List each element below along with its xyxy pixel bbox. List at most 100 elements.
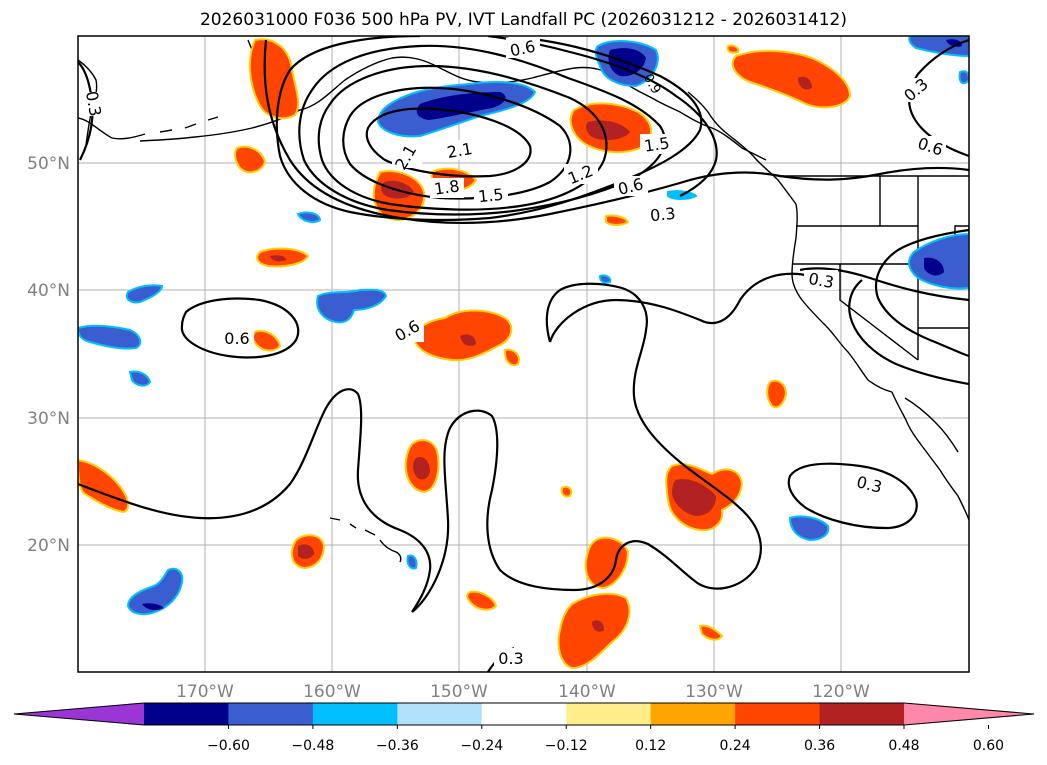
shade-red-1 bbox=[248, 38, 300, 120]
colorbar-tick-label: 0.60 bbox=[973, 738, 1004, 754]
contour-label-holder: 0.3 bbox=[82, 90, 105, 118]
core-red-1 bbox=[586, 120, 630, 140]
core-red-4 bbox=[298, 544, 314, 559]
shade-red-10 bbox=[503, 348, 520, 367]
contour-label-holder: 0.6 bbox=[506, 37, 540, 61]
contour-0.6-arc bbox=[487, 36, 718, 197]
contour-label-holder: 0.6 bbox=[391, 316, 424, 345]
contour-label: 0.3 bbox=[82, 90, 105, 118]
baja-california bbox=[891, 391, 969, 521]
state-nv-ca bbox=[839, 264, 919, 361]
contour-label-holder: 0.6 bbox=[614, 174, 648, 199]
contour-0.3-ca bbox=[799, 267, 969, 302]
core-navy-5 bbox=[142, 603, 164, 611]
figure-title: 2026031000 F036 500 hPa PV, IVT Landfall… bbox=[199, 10, 847, 30]
shade-red-8 bbox=[252, 330, 282, 352]
shade-blue-14 bbox=[406, 554, 418, 570]
colorbar-segment bbox=[566, 703, 652, 725]
colorbar-tick-label: −0.60 bbox=[207, 738, 250, 754]
contour-label-holder: 0.3 bbox=[804, 269, 838, 292]
shade-red-11 bbox=[605, 214, 630, 226]
contour-label: 0.6 bbox=[508, 37, 537, 61]
lat-label-20n: 20°N bbox=[27, 536, 70, 556]
colorbar-tick-label: 0.24 bbox=[720, 738, 751, 754]
core-red-7 bbox=[798, 76, 812, 90]
contour-label: 2.1 bbox=[446, 139, 474, 162]
shade-blue-7 bbox=[125, 284, 164, 304]
colorbar-segment bbox=[144, 703, 229, 725]
contour-label-holder: 2.1 bbox=[442, 139, 476, 162]
lat-axis: 50°N 40°N 30°N 20°N bbox=[27, 154, 70, 556]
lon-axis: 170°W 160°W 150°W 140°W 130°W 120°W bbox=[176, 682, 870, 702]
lon-label-140w: 140°W bbox=[558, 682, 616, 702]
contour-0.3-east bbox=[874, 228, 969, 358]
lon-label-120w: 120°W bbox=[812, 682, 870, 702]
contour-label-holder: 0.3 bbox=[900, 74, 932, 105]
colorbar-tick-label: 0.36 bbox=[804, 738, 835, 754]
contour-label-holder: 0.3 bbox=[852, 472, 886, 497]
contour-label-holder: 1.2 bbox=[564, 161, 598, 188]
shade-blue-4 bbox=[958, 70, 969, 85]
contour-label-holder: 1.8 bbox=[430, 176, 464, 199]
map-frame bbox=[77, 35, 970, 673]
shade-red-22 bbox=[726, 44, 740, 54]
shade-blue-6 bbox=[316, 288, 388, 324]
colorbar-segment bbox=[481, 703, 567, 725]
bc-coast bbox=[687, 91, 797, 205]
positive-anomaly-regions bbox=[78, 38, 852, 670]
contour-label-holder: 0.3 bbox=[494, 648, 528, 668]
contour-0.6-north bbox=[263, 39, 969, 225]
contour-0.6-middle-wave bbox=[78, 272, 811, 613]
contour-label: 0.6 bbox=[224, 329, 249, 348]
strong-positive-cores bbox=[270, 76, 812, 632]
contour-0.6-east bbox=[848, 279, 969, 386]
lat-label-50n: 50°N bbox=[27, 154, 70, 174]
colorbar-segment bbox=[650, 703, 736, 725]
lon-label-150w: 150°W bbox=[430, 682, 488, 702]
colorbar-extend-max bbox=[904, 703, 1034, 725]
west-coast-usa bbox=[791, 203, 893, 393]
core-red-9 bbox=[460, 334, 476, 346]
contour-1.8 bbox=[342, 86, 572, 200]
contour-label: 1.8 bbox=[433, 176, 461, 198]
contour-2.1-inner bbox=[365, 107, 532, 178]
colorbar-ticks: −0.60 −0.48 −0.36 −0.24 −0.12 0.12 0.24 0.36 0.4… bbox=[207, 725, 1004, 754]
lon-label-130w: 130°W bbox=[685, 682, 743, 702]
colorbar-segment bbox=[312, 703, 398, 725]
shade-red-20 bbox=[557, 592, 631, 670]
shade-red-19 bbox=[466, 590, 498, 611]
colorbar-tick-label: −0.24 bbox=[460, 738, 503, 754]
lat-label-40n: 40°N bbox=[27, 281, 70, 301]
colorbar-segment bbox=[819, 703, 905, 725]
core-red-3 bbox=[413, 456, 430, 480]
contour-label: 1.5 bbox=[643, 133, 671, 155]
contour-label-holder: 0.6 bbox=[912, 134, 946, 160]
shade-blue-10 bbox=[296, 211, 322, 223]
contour-label: 0.3 bbox=[498, 649, 523, 668]
contour-0.3-southeast-loop bbox=[787, 462, 918, 530]
negative-anomaly-regions bbox=[78, 36, 969, 616]
lon-label-160w: 160°W bbox=[303, 682, 361, 702]
shade-blue-12 bbox=[788, 515, 830, 542]
contour-label: 1.5 bbox=[477, 185, 504, 207]
colorbar: −0.60 −0.48 −0.36 −0.24 −0.12 0.12 0.24 0.36 0.4… bbox=[13, 702, 1035, 754]
contour-label-holder: 0.3 bbox=[646, 204, 680, 226]
shade-blue-15 bbox=[598, 274, 612, 284]
colorbar-tick-label: 0.48 bbox=[888, 738, 919, 754]
shade-red-2 bbox=[234, 145, 267, 174]
core-navy-3 bbox=[924, 257, 944, 276]
colorbar-outline bbox=[13, 702, 1035, 726]
shade-red-12 bbox=[766, 379, 788, 409]
shade-blue-11 bbox=[126, 567, 184, 616]
shade-red-6 bbox=[731, 49, 852, 109]
baja-inner bbox=[904, 397, 959, 453]
contour-label: 0.3 bbox=[807, 269, 835, 292]
contour-label: 0.3 bbox=[649, 204, 676, 226]
colorbar-segments bbox=[14, 703, 1034, 725]
contour-label-holder: 2.1 bbox=[391, 141, 422, 173]
shade-red-18 bbox=[584, 536, 630, 590]
lat-label-30n: 30°N bbox=[27, 409, 70, 429]
aleutian-chain bbox=[78, 116, 219, 140]
contour-label-holder: 0.6 bbox=[220, 328, 254, 348]
